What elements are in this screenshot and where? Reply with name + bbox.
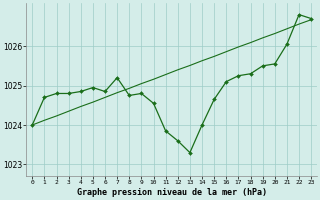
X-axis label: Graphe pression niveau de la mer (hPa): Graphe pression niveau de la mer (hPa) bbox=[77, 188, 267, 197]
